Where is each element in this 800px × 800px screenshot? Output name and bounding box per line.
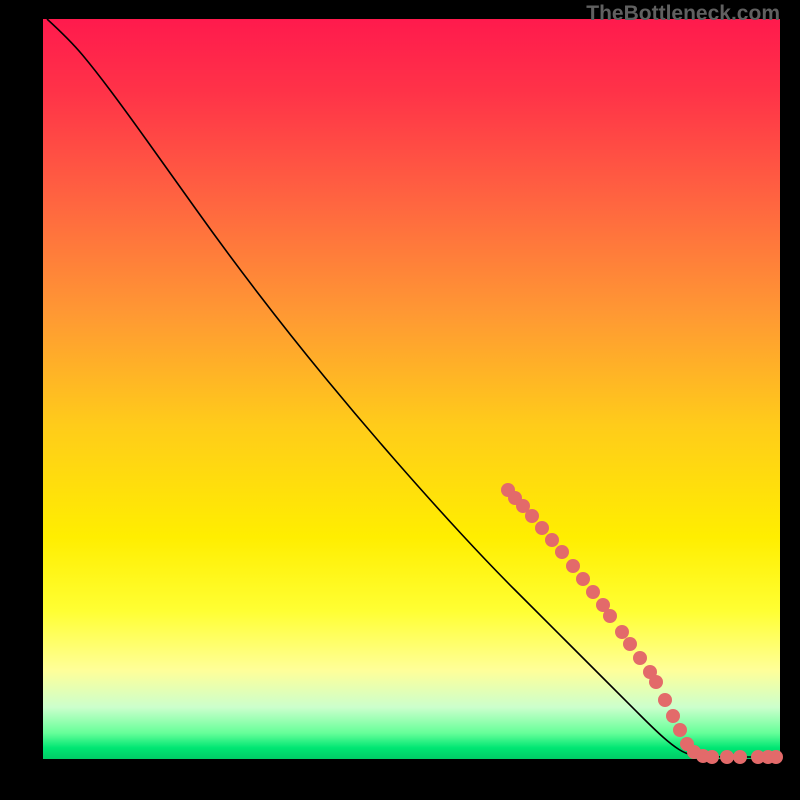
data-marker (603, 609, 617, 623)
data-marker (586, 585, 600, 599)
data-marker (576, 572, 590, 586)
data-marker (633, 651, 647, 665)
data-marker (733, 750, 747, 764)
watermark-text: TheBottleneck.com (586, 2, 780, 26)
data-marker (525, 509, 539, 523)
data-marker (720, 750, 734, 764)
data-marker (769, 750, 783, 764)
data-marker (545, 533, 559, 547)
data-marker (673, 723, 687, 737)
chart-plot-area (43, 19, 780, 759)
data-marker (566, 559, 580, 573)
data-marker (649, 675, 663, 689)
data-marker (623, 637, 637, 651)
data-marker (666, 709, 680, 723)
data-marker (705, 750, 719, 764)
data-marker (535, 521, 549, 535)
markers-layer (43, 19, 780, 759)
data-marker (555, 545, 569, 559)
data-marker (658, 693, 672, 707)
